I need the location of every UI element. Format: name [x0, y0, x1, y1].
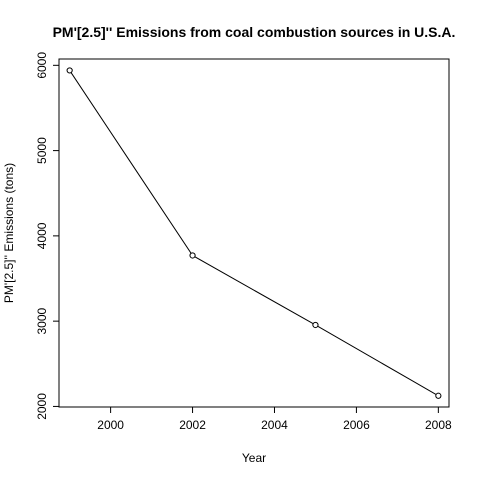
y-tick-label: 6000 — [35, 52, 49, 79]
x-tick-label: 2008 — [425, 418, 452, 432]
series-line — [69, 70, 439, 397]
y-tick-label: 2000 — [35, 393, 49, 420]
y-tick-label: 3000 — [35, 307, 49, 334]
y-tick-label: 4000 — [35, 222, 49, 249]
series-group — [66, 67, 442, 399]
data-point — [312, 321, 319, 329]
x-tick-label: 2004 — [261, 418, 288, 432]
y-axis: 2000 3000 4000 5000 6000 — [35, 52, 60, 420]
x-tick-label: 2000 — [97, 418, 124, 432]
x-axis-label: Year — [242, 451, 266, 465]
data-point — [66, 67, 73, 74]
x-axis: 2000 2002 2004 2006 2008 — [97, 406, 452, 432]
x-tick-label: 2006 — [343, 418, 370, 432]
plot-frame — [58, 58, 450, 408]
data-point — [189, 252, 196, 259]
y-tick-label: 5000 — [35, 137, 49, 164]
y-axis-label: PM'[2.5]'' Emissions (tons) — [2, 163, 16, 303]
chart-title: PM'[2.5]'' Emissions from coal combustio… — [53, 24, 456, 40]
x-tick-label: 2002 — [179, 418, 206, 432]
data-point — [435, 392, 442, 399]
